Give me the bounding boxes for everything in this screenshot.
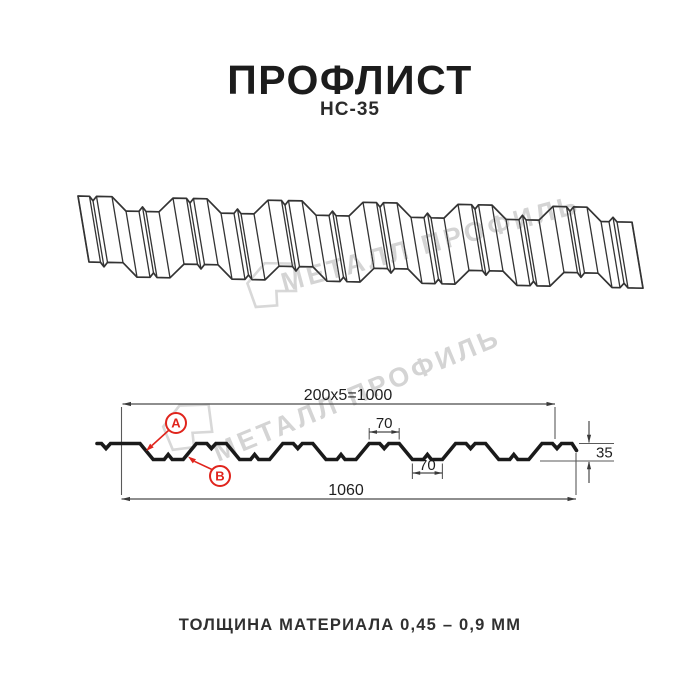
rib-edge-line [521,215,535,282]
rib-edge-line [410,217,423,284]
rib-edge-line [253,213,266,280]
rib-edge-line [569,211,582,278]
rib-edge-line [267,200,280,267]
rib-edge-line [348,215,361,283]
rib-edge-line [565,206,579,273]
profile-section-line [95,441,579,462]
rib-edge-line [192,198,206,265]
rib-edge-line [206,198,219,265]
rib-edge-line [552,206,565,273]
rib-edge-line [457,204,470,271]
rib-edge-line [287,200,301,267]
sheet-3d-drawing [77,195,644,290]
rib-edge-line [335,215,348,282]
rib-edge-line [631,222,644,289]
rib-edge-line [158,211,171,278]
rib-edge-line [328,215,341,282]
rib-edge-line [95,196,109,263]
rib-edge-line [362,202,375,269]
rib-edge-line [141,206,155,274]
point-a-letter: A [171,416,181,431]
rib-edge-line [470,204,484,271]
callout-b-arrow [194,460,213,471]
callout-a-arrowhead [146,443,154,451]
rib-edge-line [284,204,297,272]
rib-edge-line [189,202,202,270]
rib-edge-line [233,213,246,280]
rib-edge-line [375,202,389,269]
rib-edge-line [491,205,504,272]
rib-edge-line [125,210,138,278]
rib-edge-line [586,207,599,274]
rib-edge-line [331,210,345,278]
rib-edge-line [77,195,90,263]
point-a-marker [165,412,187,434]
rib-edge-line [301,200,314,268]
rib-edge-line [600,221,613,288]
product-code-subtitle: НС-35 [320,99,380,120]
rib-edge-line [236,208,250,276]
rib-edge-line [396,202,409,270]
dim-coverage-label: 200x5=1000 [304,387,393,404]
rib-edge-line [379,207,392,274]
point-b-marker [209,465,231,487]
rib-edge-line [423,217,436,284]
rib-edge-line [220,213,233,280]
rib-edge-line [172,197,185,265]
footer-thickness-note: ТОЛЩИНА МАТЕРИАЛА 0,45 – 0,9 ММ [178,616,522,634]
dim-overall-label: 1060 [328,482,364,499]
dim-arrowheads [121,401,592,502]
rib-edge-line [111,196,124,263]
rib-edge-line [443,217,456,285]
rib-edge-line [315,215,328,282]
rib-edge-line [430,217,443,284]
rib-edge-line [145,211,158,278]
page-title: ПРОФЛИСТ [227,57,473,103]
rib-edge-line [616,221,629,288]
rib-edge-line [505,219,518,286]
dim-height-label: 35 [596,445,613,462]
rib-edge-line [138,211,151,278]
brand-logo-watermark [161,403,214,452]
dim-rib-top-label: 70 [376,415,393,432]
rib-edge-line [474,209,487,276]
rib-edge-line [240,213,253,280]
callout-b: B [188,456,231,487]
rib-edge-line [88,196,102,263]
rib-edge-line [92,200,105,267]
rib-edge-line [477,204,491,271]
rib-edge-line [608,221,621,288]
rib-edge-line [525,219,538,286]
rib-edge-line [612,217,625,284]
cross-section-drawing: 200x5=1000 1060 70 70 35 A B [95,387,614,502]
rib-edge-line [426,213,440,280]
callout-b-arrowhead [188,456,196,464]
point-b-letter: B [215,469,224,484]
rib-edge-line [382,202,396,269]
callout-a: A [146,412,187,451]
rib-edge-line [518,219,531,286]
rib-edge-line [185,198,199,265]
rib-edge-line [538,220,551,287]
rib-edge-line [572,206,586,274]
rib-edge-line [280,200,294,267]
callout-a-arrow [151,429,170,447]
brand-logo-watermark [245,261,298,309]
